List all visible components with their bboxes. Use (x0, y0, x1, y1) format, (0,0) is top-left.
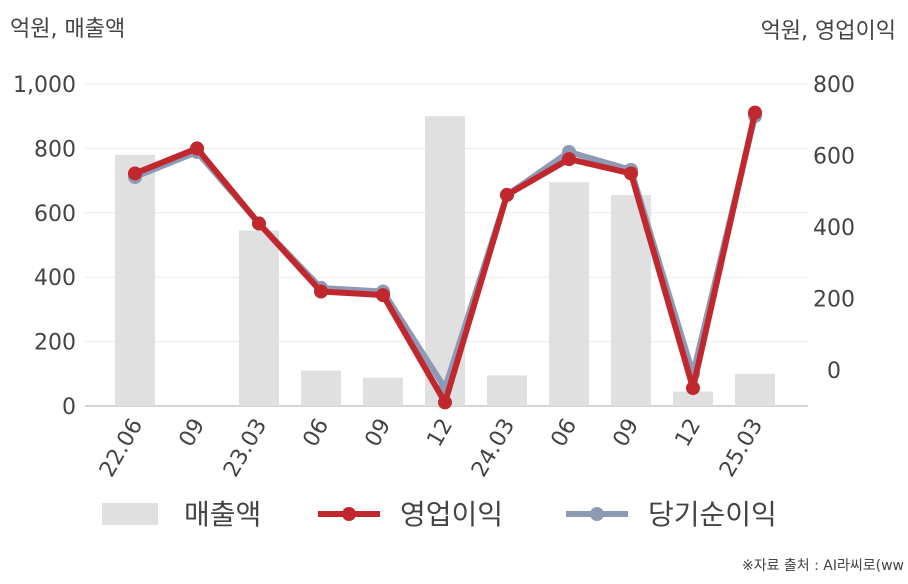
marker (500, 187, 514, 202)
legend-marker (590, 507, 604, 521)
x-tick-label: 25.03 (715, 415, 768, 482)
x-tick-label: 09 (361, 415, 397, 452)
y2-tick-label: 400 (813, 216, 855, 241)
y2-tick-label: 800 (813, 73, 855, 98)
y-tick-label: 0 (62, 395, 76, 420)
y-tick-label: 1,000 (13, 73, 76, 98)
source: ※자료 출처 : AI라씨로(ww (742, 558, 904, 574)
x-tick-label: 06 (547, 415, 583, 452)
bar (301, 370, 341, 406)
legend-marker (342, 507, 356, 521)
x-tick-label: 22.06 (95, 415, 148, 482)
marker (624, 166, 638, 181)
bar (363, 377, 403, 406)
bar (549, 182, 589, 406)
y-axis-label: 억원, 매출액 (10, 17, 125, 42)
y2-tick-label: 200 (813, 288, 855, 313)
marker (748, 105, 762, 120)
legend-label: 매출액 (184, 498, 261, 531)
legend-label: 당기순이익 (648, 498, 777, 531)
legend-label: 영업이익 (400, 498, 503, 531)
marker (190, 141, 204, 156)
marker (252, 216, 266, 231)
marker (686, 381, 700, 396)
bar (673, 391, 713, 406)
x-tick-label: 23.03 (219, 415, 272, 482)
marker (314, 284, 328, 299)
bar (115, 154, 155, 406)
x-tick-label: 09 (175, 415, 211, 452)
marker (438, 395, 452, 410)
x-tick-label: 06 (299, 415, 335, 452)
y-tick-label: 400 (34, 266, 76, 291)
x-tick-label: 12 (671, 415, 707, 452)
marker (562, 152, 576, 167)
marker (128, 166, 142, 181)
y2-tick-label: 600 (813, 145, 855, 170)
y-tick-label: 200 (34, 331, 76, 356)
y2-axis-label: 억원, 영업이익 (761, 19, 896, 44)
y-tick-label: 600 (34, 202, 76, 227)
legend-swatch (102, 503, 158, 525)
x-tick-label: 24.03 (467, 415, 520, 482)
marker (376, 288, 390, 303)
x-tick-label: 12 (423, 415, 459, 452)
x-tick-label: 09 (609, 415, 645, 452)
y-tick-label: 800 (34, 137, 76, 162)
bar (487, 375, 527, 406)
y2-tick-label: 0 (827, 359, 841, 384)
bar (735, 373, 775, 406)
bar (239, 230, 279, 406)
